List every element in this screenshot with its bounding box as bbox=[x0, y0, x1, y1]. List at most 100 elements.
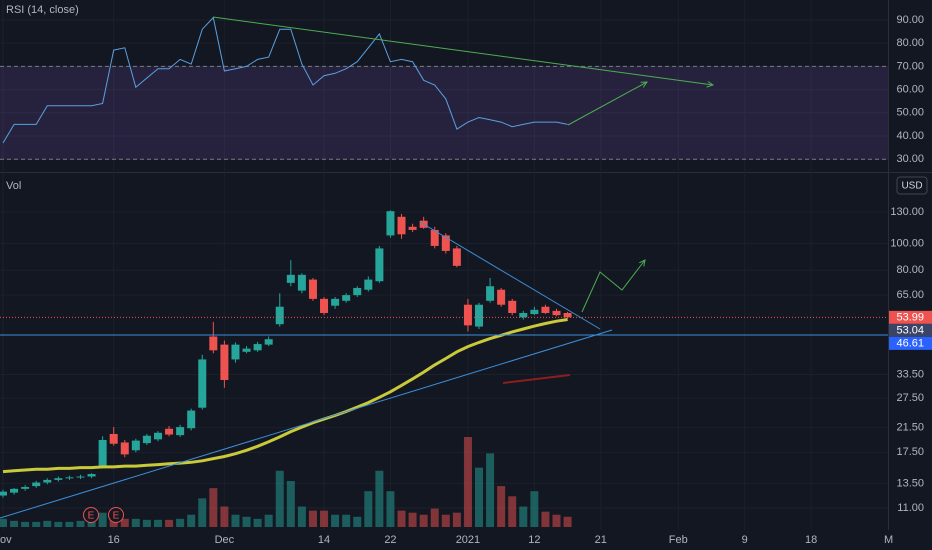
candle-body bbox=[375, 248, 384, 282]
volume-bar bbox=[475, 467, 484, 527]
volume-bar bbox=[397, 510, 406, 527]
rsi-tick-label: 40.00 bbox=[896, 130, 924, 142]
candle-body bbox=[320, 298, 329, 313]
volume-bar bbox=[364, 491, 373, 527]
candle-body bbox=[32, 482, 41, 487]
resistance-trendline bbox=[419, 221, 601, 330]
candle-body bbox=[153, 432, 162, 440]
candle-body bbox=[21, 487, 30, 489]
earnings-marker bbox=[83, 507, 99, 523]
rsi-trendline bbox=[212, 16, 713, 85]
volume-bar bbox=[209, 488, 218, 527]
candle-body bbox=[43, 479, 52, 483]
volume-bar bbox=[242, 516, 251, 527]
volume-bar bbox=[441, 514, 450, 527]
candle-body bbox=[220, 344, 229, 381]
candle-body bbox=[430, 229, 439, 246]
volume-bar bbox=[452, 512, 461, 527]
candle-body bbox=[463, 304, 472, 326]
currency-box bbox=[896, 176, 928, 195]
y-tick-label: 80.00 bbox=[896, 264, 924, 276]
y-tick-label: 17.50 bbox=[896, 446, 924, 458]
volume-bar bbox=[87, 519, 96, 527]
volume-bar bbox=[231, 514, 240, 527]
volume-bar bbox=[21, 521, 30, 527]
price-label: 53.99 bbox=[896, 311, 924, 323]
x-tick-label: 2021 bbox=[456, 534, 480, 546]
price-label-box bbox=[889, 336, 932, 350]
candle-body bbox=[353, 287, 362, 296]
candle-body bbox=[109, 433, 118, 444]
candle-body bbox=[441, 235, 450, 251]
rsi-tick-label: 30.00 bbox=[896, 153, 924, 165]
earnings-marker bbox=[108, 507, 124, 523]
drawn-line bbox=[502, 374, 571, 384]
y-tick-label: 13.50 bbox=[896, 477, 924, 489]
volume-bar bbox=[541, 511, 550, 527]
volume-bar bbox=[419, 514, 428, 527]
candle-body bbox=[242, 348, 251, 352]
candle-body bbox=[54, 478, 63, 480]
volume-bar bbox=[430, 508, 439, 527]
price-label: 46.61 bbox=[896, 337, 924, 349]
rsi-tick-label: 90.00 bbox=[896, 14, 924, 26]
volume-bar bbox=[10, 520, 19, 527]
volume-bar bbox=[153, 519, 162, 527]
candle-body bbox=[386, 211, 395, 236]
volume-bar bbox=[54, 521, 63, 527]
candle-body bbox=[98, 439, 107, 467]
volume-bar bbox=[519, 506, 528, 527]
volume-bar bbox=[43, 520, 52, 527]
candle-body bbox=[187, 410, 196, 429]
y-tick-label: 21.50 bbox=[896, 422, 924, 434]
y-tick-label: 33.50 bbox=[896, 368, 924, 380]
x-tick-label: ov bbox=[0, 534, 12, 546]
candle-body bbox=[452, 248, 461, 266]
volume-bar bbox=[308, 510, 317, 527]
candle-body bbox=[475, 304, 484, 327]
event-markers: E E bbox=[83, 507, 124, 523]
moving-average bbox=[2, 318, 568, 474]
volume-bar bbox=[220, 506, 229, 527]
volume-bar bbox=[275, 470, 284, 527]
candle-body bbox=[165, 428, 174, 435]
candle-body bbox=[486, 286, 495, 301]
candle-body bbox=[209, 336, 218, 351]
candle-body bbox=[331, 298, 340, 306]
volume-bar bbox=[187, 514, 196, 527]
candle-body bbox=[286, 274, 295, 283]
candle-body bbox=[0, 491, 7, 496]
volume-bar bbox=[120, 518, 129, 527]
candle-body bbox=[231, 344, 240, 360]
candle-body bbox=[253, 344, 262, 351]
x-tick-label: M bbox=[884, 534, 893, 546]
projection-arrow bbox=[581, 260, 645, 313]
volume-bar bbox=[131, 518, 140, 527]
earnings-label: E bbox=[88, 511, 95, 522]
volume-bar bbox=[530, 491, 539, 527]
rsi-arrow bbox=[567, 82, 647, 126]
volume-bar bbox=[497, 486, 506, 527]
candle-body bbox=[563, 312, 572, 318]
candle-body bbox=[530, 309, 539, 315]
candle-body bbox=[297, 274, 306, 291]
volume-bar bbox=[386, 491, 395, 527]
price-label: 53.04 bbox=[896, 324, 924, 336]
currency-label: USD bbox=[901, 181, 922, 192]
rsi-tick-label: 70.00 bbox=[896, 60, 924, 72]
x-tick-label: Feb bbox=[669, 534, 688, 546]
rsi-tick-label: 60.00 bbox=[896, 84, 924, 96]
volume-bar bbox=[198, 498, 207, 527]
volume-bar bbox=[32, 521, 41, 527]
candle-body bbox=[142, 435, 151, 444]
volume-bar bbox=[563, 516, 572, 527]
candle-body bbox=[275, 306, 284, 325]
volume-bar bbox=[353, 516, 362, 527]
candle-body bbox=[198, 359, 207, 408]
y-tick-label: 100.00 bbox=[890, 237, 924, 249]
volume-bar bbox=[165, 519, 174, 527]
volume-bar bbox=[486, 453, 495, 527]
rsi-tick-label: 80.00 bbox=[896, 37, 924, 49]
